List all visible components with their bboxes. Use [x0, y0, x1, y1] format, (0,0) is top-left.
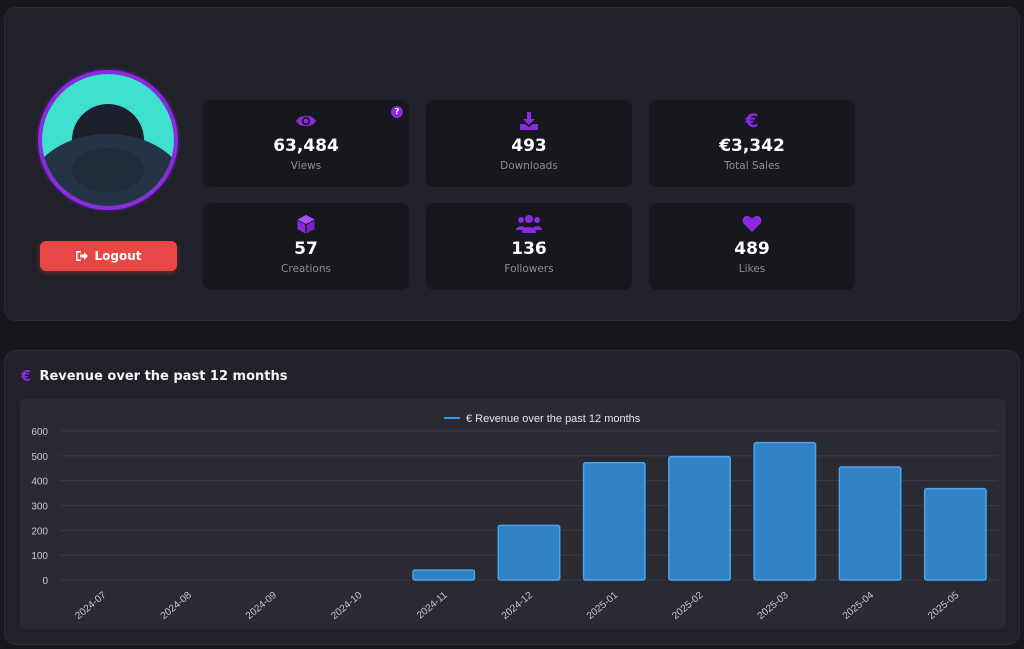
y-tick-label: 600 [31, 427, 48, 438]
x-tick-label: 2024-11 [415, 590, 450, 622]
help-icon[interactable]: ? [391, 106, 403, 118]
x-tick-label: 2024-10 [329, 590, 365, 622]
x-tick-label: 2025-03 [756, 590, 792, 622]
y-tick-label: 300 [31, 502, 48, 513]
stat-value: 136 [511, 239, 547, 259]
cube-icon [296, 213, 316, 235]
y-tick-label: 100 [31, 551, 48, 562]
stat-card-followers: 136 Followers [426, 203, 632, 290]
legend-label: € Revenue over the past 12 months [466, 413, 641, 425]
stat-label: Downloads [500, 160, 558, 172]
bar-2025-04[interactable] [838, 466, 902, 581]
download-icon [519, 110, 539, 132]
x-tick-label: 2024-07 [73, 590, 109, 622]
bar-2024-11[interactable] [412, 569, 476, 581]
x-tick-label: 2025-05 [926, 590, 962, 622]
bar-2025-03[interactable] [753, 441, 817, 581]
revenue-chart-svg: € Revenue over the past 12 months 0 100 20… [31, 413, 998, 622]
x-tick-label: 2024-12 [500, 590, 536, 622]
euro-icon: € [21, 367, 32, 385]
y-tick-label: 200 [31, 526, 48, 537]
avatar-image [42, 74, 174, 206]
stat-label: Creations [281, 263, 331, 275]
revenue-panel: € Revenue over the past 12 months € Reve… [4, 350, 1020, 645]
profile-panel: Logout ? 63,484 Views 493 Downloads € [4, 7, 1020, 321]
logout-button[interactable]: Logout [40, 241, 177, 271]
bar-2024-12[interactable] [497, 524, 561, 581]
chart-legend[interactable]: € Revenue over the past 12 months [444, 413, 641, 425]
x-tick-label: 2025-02 [670, 590, 706, 622]
x-tick-label: 2024-08 [159, 590, 195, 622]
eye-icon [295, 110, 317, 132]
stat-value: 489 [734, 239, 770, 259]
users-icon [516, 213, 542, 235]
x-axis: 2024-07 2024-08 2024-09 2024-10 2024-11 2024-… [73, 590, 961, 622]
revenue-chart: € Revenue over the past 12 months 0 100 20… [20, 399, 1006, 629]
stat-card-downloads: 493 Downloads [426, 100, 632, 187]
y-tick-label: 500 [31, 452, 48, 463]
stat-value: €3,342 [719, 136, 785, 156]
euro-icon: € [745, 110, 759, 132]
stat-label: Followers [504, 263, 554, 275]
bar-2025-01[interactable] [582, 462, 646, 581]
stat-card-likes: 489 Likes [649, 203, 855, 290]
avatar[interactable] [38, 70, 178, 210]
stat-value: 493 [511, 136, 547, 156]
x-tick-label: 2025-01 [585, 590, 621, 622]
y-tick-label: 400 [31, 477, 48, 488]
bars [412, 441, 987, 581]
revenue-title: Revenue over the past 12 months [39, 368, 288, 384]
logout-label: Logout [94, 249, 142, 263]
stat-value: 57 [294, 239, 318, 259]
stat-card-total-sales: € €3,342 Total Sales [649, 100, 855, 187]
y-axis: 0 100 200 300 400 500 600 [31, 427, 48, 587]
y-tick-label: 0 [42, 576, 48, 587]
stat-label: Total Sales [724, 160, 780, 172]
x-tick-label: 2025-04 [841, 590, 877, 622]
heart-icon [742, 213, 762, 235]
logout-icon [76, 251, 89, 261]
revenue-header: € Revenue over the past 12 months [21, 367, 288, 385]
stat-card-views: ? 63,484 Views [203, 100, 409, 187]
stat-value: 63,484 [273, 136, 339, 156]
stat-label: Views [290, 160, 322, 172]
stat-card-creations: 57 Creations [203, 203, 409, 290]
bar-2025-05[interactable] [923, 487, 987, 581]
x-tick-label: 2024-09 [244, 590, 280, 622]
bar-2025-02[interactable] [668, 455, 731, 581]
stat-label: Likes [738, 263, 766, 275]
